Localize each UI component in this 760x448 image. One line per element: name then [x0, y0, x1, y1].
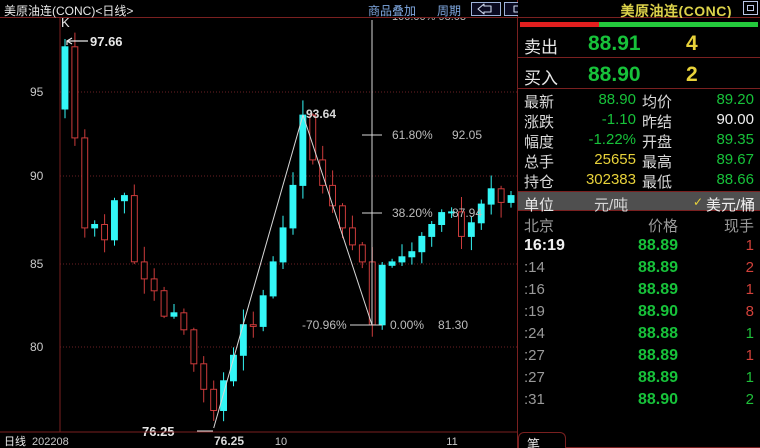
svg-text:K: K — [61, 18, 70, 30]
svg-text:85: 85 — [30, 257, 44, 271]
svg-text:93.64: 93.64 — [306, 107, 336, 121]
svg-text:87.94: 87.94 — [452, 206, 482, 220]
svg-text:61.80%: 61.80% — [392, 128, 433, 142]
svg-text:11: 11 — [446, 436, 457, 448]
svg-text:97.66: 97.66 — [90, 34, 123, 49]
svg-text:76.25: 76.25 — [214, 434, 244, 448]
svg-text:100.00% 98.03: 100.00% 98.03 — [392, 18, 466, 23]
svg-text:38.20%: 38.20% — [392, 206, 433, 220]
svg-text:90: 90 — [30, 169, 44, 183]
svg-text:202208: 202208 — [32, 436, 69, 448]
svg-text:0.00%: 0.00% — [390, 318, 424, 332]
svg-text:80: 80 — [30, 340, 44, 354]
svg-text:81.30: 81.30 — [438, 318, 468, 332]
svg-text:-70.96%: -70.96% — [302, 318, 347, 332]
svg-text:95: 95 — [30, 85, 44, 99]
svg-text:日线: 日线 — [4, 434, 26, 448]
svg-text:10: 10 — [275, 436, 287, 448]
svg-text:92.05: 92.05 — [452, 128, 482, 142]
